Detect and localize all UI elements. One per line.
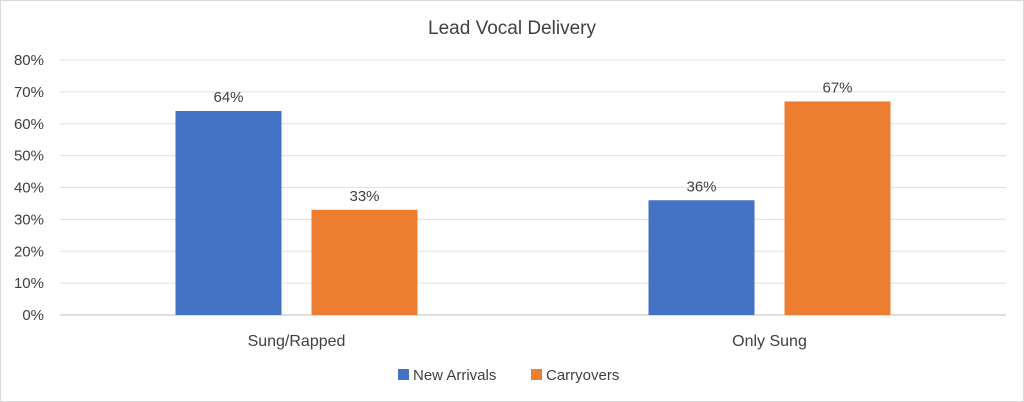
data-label: 36% [686,178,716,195]
y-tick-label: 10% [14,275,44,292]
y-tick-label: 40% [14,180,44,197]
legend-swatch [531,369,542,380]
y-tick-label: 50% [14,148,44,165]
data-label: 67% [822,79,852,96]
y-tick-label: 0% [22,307,44,324]
y-tick-label: 30% [14,211,44,228]
legend: New Arrivals Carryovers [398,367,619,384]
data-label: 64% [213,89,243,106]
legend-label: Carryovers [546,367,619,384]
y-axis-ticks: 0% 10% 20% 30% 40% 50% 60% 70% 80% [14,52,44,324]
legend-label: New Arrivals [413,367,496,384]
data-labels: 64% 33% 36% 67% [213,79,852,204]
bar [648,200,755,315]
data-label: 33% [349,188,379,205]
category-label: Sung/Rapped [248,333,346,350]
legend-swatch [398,369,409,380]
bar [311,209,418,315]
category-label: Only Sung [732,333,807,350]
chart-title: Lead Vocal Delivery [428,18,596,39]
y-tick-label: 60% [14,116,44,133]
x-axis-categories: Sung/Rapped Only Sung [248,333,807,350]
y-tick-label: 20% [14,243,44,260]
y-tick-label: 80% [14,52,44,69]
bar [784,101,891,315]
bar [175,111,282,315]
bars [175,101,891,315]
y-tick-label: 70% [14,84,44,101]
